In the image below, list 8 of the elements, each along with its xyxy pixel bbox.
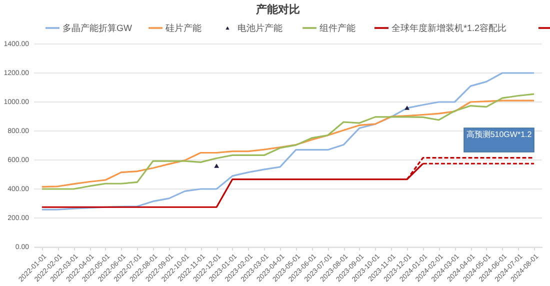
line-series [41, 72, 535, 210]
legend-label: 硅片产能 [164, 23, 202, 33]
legend-label: 全球年度新增装机*1.2容配比 [392, 23, 507, 33]
legend-label: 电池片产能 [238, 23, 282, 33]
chart-title: 产能对比 [255, 3, 300, 16]
legend-label: 多晶产能折算GW [62, 23, 132, 33]
annotation: 高预测510GW*1.2 [466, 130, 532, 139]
legend-label: 组件产能 [320, 23, 356, 33]
